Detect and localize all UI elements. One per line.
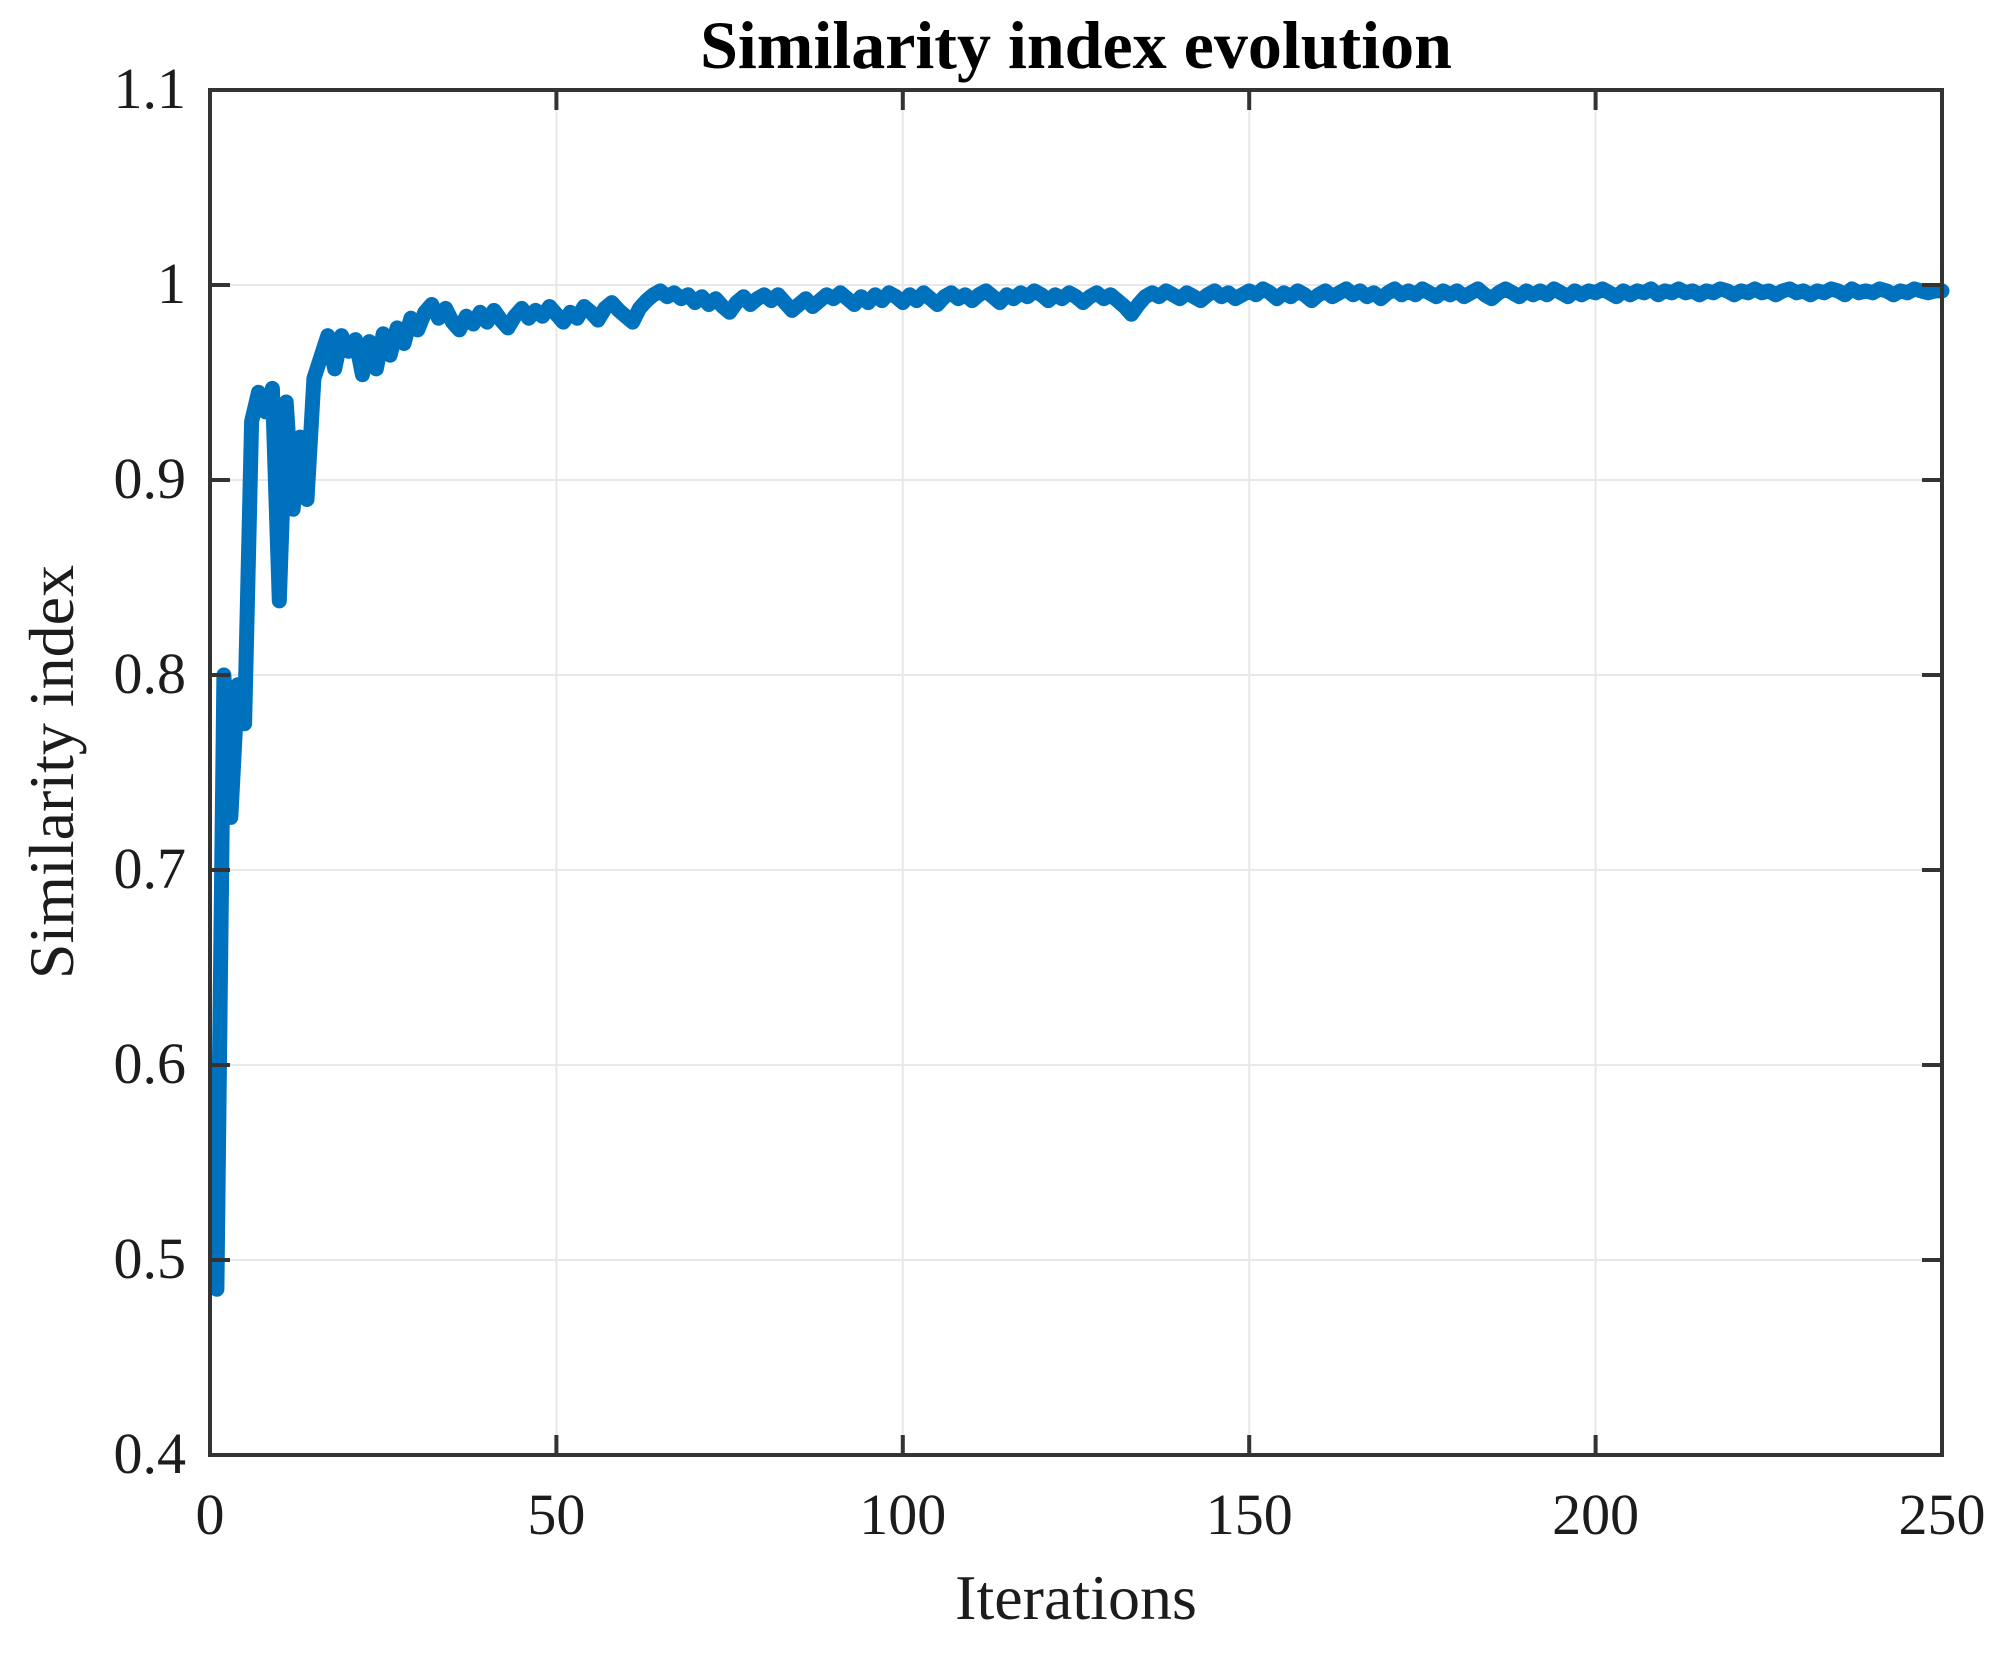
x-tick-label: 100: [859, 1482, 947, 1547]
y-tick-label: 0.5: [113, 1225, 187, 1291]
y-tick-label: 0.7: [113, 835, 187, 901]
y-tick-label: 1.1: [113, 55, 187, 121]
chart-title: Similarity index evolution: [700, 7, 1452, 83]
x-tick-label: 200: [1552, 1482, 1640, 1547]
y-tick-label: 1: [157, 250, 186, 316]
y-axis-label: Similarity index: [16, 564, 87, 980]
x-tick-label: 150: [1205, 1482, 1293, 1547]
axes-box: [208, 88, 1944, 1457]
x-tick-label: 250: [1898, 1482, 1986, 1547]
y-tick-label: 0.6: [113, 1030, 187, 1096]
y-tick-label: 0.9: [113, 445, 187, 511]
x-axis-label: Iterations: [955, 1562, 1197, 1633]
x-tick-label: 0: [195, 1482, 225, 1547]
y-tick-label: 0.4: [113, 1420, 187, 1486]
similarity-curve: [209, 281, 1950, 1297]
x-tick-label: 50: [527, 1482, 586, 1547]
y-tick-label: 0.8: [113, 640, 187, 706]
